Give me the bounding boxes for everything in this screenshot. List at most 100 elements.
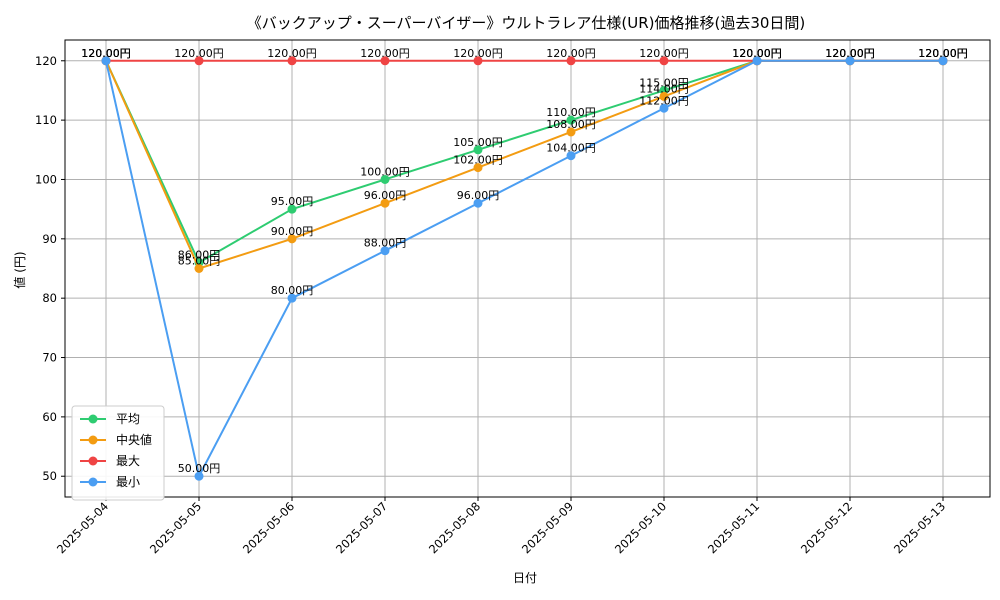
data-label: 88.00円: [364, 237, 407, 250]
data-label: 120.00円: [639, 47, 689, 60]
chart-title: 《バックアップ・スーパーバイザー》ウルトラレア仕様(UR)価格推移(過去30日間…: [247, 14, 806, 32]
data-point: [287, 293, 297, 303]
data-point: [287, 234, 297, 244]
data-label: 112.00円: [639, 94, 689, 107]
data-label: 90.00円: [271, 225, 314, 238]
y-tick-label: 100: [35, 172, 57, 186]
data-label: 120.00円: [546, 47, 596, 60]
legend-entry: 最大: [116, 454, 140, 468]
data-label: 104.00円: [546, 142, 596, 155]
y-tick-label: 80: [42, 291, 57, 305]
data-point: [659, 91, 669, 101]
data-label: 105.00円: [453, 136, 503, 149]
legend-entry: 中央値: [116, 432, 152, 447]
y-tick-label: 60: [42, 410, 57, 424]
data-label: 96.00円: [364, 189, 407, 202]
series-layer: [101, 56, 948, 481]
data-point: [101, 56, 111, 66]
data-point: [566, 127, 576, 137]
data-label: 102.00円: [453, 154, 503, 167]
data-label: 120.00円: [360, 47, 410, 60]
data-point: [938, 56, 948, 66]
x-tick-label: 2025-05-07: [333, 499, 390, 556]
data-point: [659, 103, 669, 113]
data-point: [659, 56, 669, 66]
x-tick-label: 2025-05-11: [705, 499, 762, 556]
legend-swatch-marker: [88, 456, 98, 466]
data-point: [566, 56, 576, 66]
data-label: 120.00円: [81, 47, 131, 60]
legend-swatch-marker: [88, 477, 98, 487]
x-tick-label: 2025-05-04: [54, 499, 111, 556]
x-axis-label: 日付: [513, 571, 537, 585]
legend-box: [71, 405, 165, 501]
data-label: 120.00円: [732, 47, 782, 60]
y-axis-label: 値 (円): [12, 251, 27, 288]
data-label: 85.00円: [178, 255, 221, 268]
x-tick-label: 2025-05-12: [798, 499, 855, 556]
data-label: 120.00円: [453, 47, 503, 60]
series-line-1: [105, 59, 943, 270]
data-label: 110.00円: [546, 106, 596, 119]
data-point: [380, 56, 390, 66]
data-point: [566, 151, 576, 161]
data-label: 120.00円: [825, 47, 875, 60]
data-point: [473, 163, 483, 173]
data-label: 120.00円: [81, 47, 131, 60]
data-point: [845, 56, 855, 66]
data-label: 96.00円: [457, 189, 500, 202]
data-point: [194, 471, 204, 481]
series-line-0: [105, 59, 943, 264]
data-point: [473, 145, 483, 155]
series-line-3: [105, 59, 943, 480]
data-label: 120.00円: [825, 47, 875, 60]
x-tick-label: 2025-05-08: [426, 499, 483, 556]
y-tick-label: 70: [42, 351, 57, 365]
data-label: 95.00円: [271, 195, 314, 208]
plot-frame: [64, 39, 991, 498]
data-point: [752, 56, 762, 66]
y-tick-label: 110: [35, 113, 57, 127]
y-tick-label: 90: [42, 232, 57, 246]
data-label: 114.00円: [639, 82, 689, 95]
data-label: 120.00円: [918, 47, 968, 60]
data-point: [194, 264, 204, 273]
data-point: [473, 56, 483, 66]
x-tick-label: 2025-05-06: [240, 499, 297, 556]
data-point: [287, 56, 297, 66]
legend-swatch-marker: [88, 414, 98, 424]
data-point: [380, 198, 390, 208]
x-tick-label: 2025-05-05: [147, 499, 204, 556]
legend-entry: 最小: [116, 475, 140, 489]
data-label: 120.00円: [825, 47, 875, 60]
data-label: 120.00円: [732, 47, 782, 60]
data-label: 120.00円: [918, 47, 968, 60]
grid: [65, 40, 990, 497]
data-point: [380, 174, 390, 184]
data-label: 120.00円: [825, 47, 875, 60]
data-label: 120.00円: [174, 47, 224, 60]
legend-swatch-marker: [88, 435, 98, 445]
data-label: 120.00円: [81, 47, 131, 60]
x-tick-label: 2025-05-13: [891, 499, 948, 556]
legend-entry: 平均: [116, 412, 140, 426]
data-point: [287, 204, 297, 214]
x-tick-label: 2025-05-09: [519, 499, 576, 556]
data-label: 100.00円: [360, 165, 410, 178]
data-label: 120.00円: [918, 47, 968, 60]
data-label: 86.00円: [178, 249, 221, 262]
data-label: 80.00円: [271, 284, 314, 297]
x-tick-label: 2025-05-10: [612, 499, 669, 556]
data-label: 120.00円: [918, 47, 968, 60]
data-point: [566, 115, 576, 125]
data-label: 120.00円: [732, 47, 782, 60]
data-labels: 120.00円 86.00円 95.00円 100.00円 105.00円 110.00円…: [81, 47, 968, 475]
data-label: 50.00円: [178, 462, 221, 475]
data-point: [380, 246, 390, 256]
data-point: [194, 56, 204, 66]
data-point: [473, 198, 483, 208]
data-label: 115.00円: [639, 76, 689, 89]
y-tick-label: 120: [35, 54, 57, 68]
